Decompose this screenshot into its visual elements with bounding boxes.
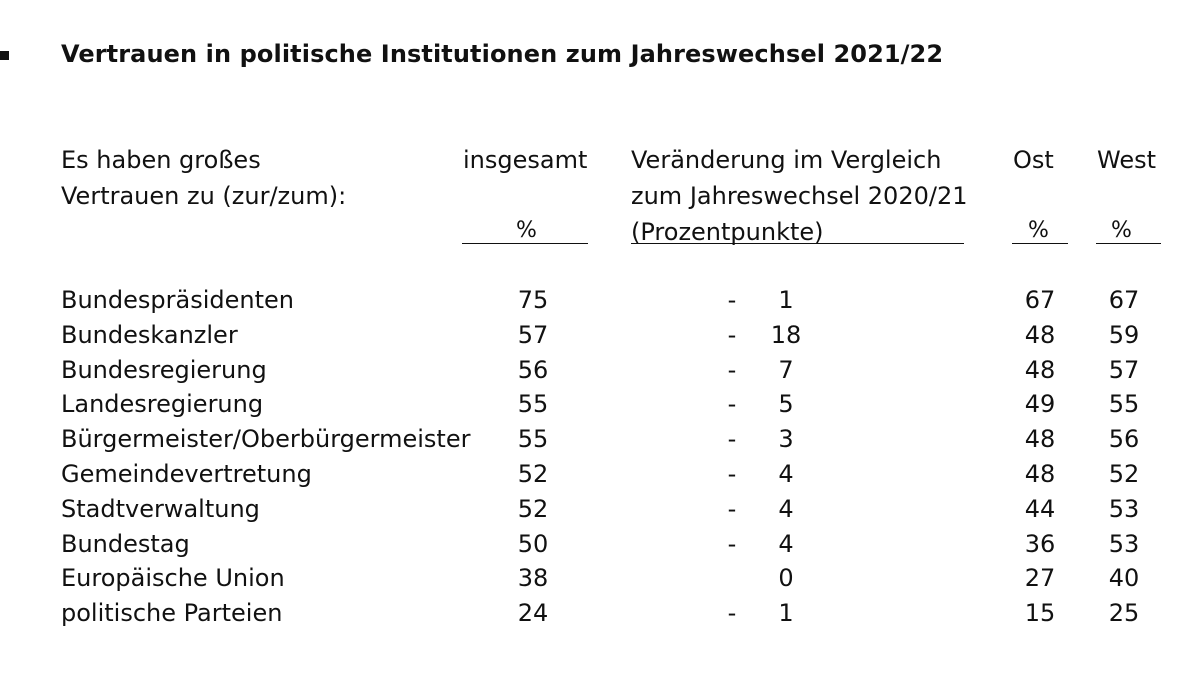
row-east: 48 [1024, 425, 1056, 454]
table-row: Bundestag 50 - 4 36 53 [0, 527, 1200, 562]
row-east: 27 [1024, 564, 1056, 593]
row-label: Bundesregierung [61, 355, 267, 384]
row-change-sign: - [727, 390, 737, 419]
row-label: Bundeskanzler [61, 320, 238, 349]
header-west-label: West [1097, 146, 1157, 174]
row-label: Gemeindevertretung [61, 459, 312, 488]
row-west: 40 [1108, 564, 1140, 593]
row-total: 55 [517, 425, 549, 454]
row-east: 48 [1024, 355, 1056, 384]
row-east: 49 [1024, 390, 1056, 419]
row-west: 52 [1108, 459, 1140, 488]
row-change-sign: - [727, 529, 737, 558]
row-label: politische Parteien [61, 599, 283, 628]
header-rule-west [1096, 243, 1161, 244]
header-east: Ost [1013, 142, 1054, 178]
row-total: 75 [517, 286, 549, 314]
header-west: West [1097, 142, 1156, 178]
header-change-line: zum Jahreswechsel 2020/21 [631, 182, 968, 210]
row-change-sign: - [727, 459, 737, 488]
table-row: Bürgermeister/Oberbürgermeister 55 - 3 48 56 [0, 422, 1200, 457]
row-total: 55 [517, 390, 549, 419]
row-total: 38 [517, 564, 549, 593]
row-label: Stadtverwaltung [61, 494, 260, 523]
row-change: 5 [778, 390, 794, 419]
bullet-marker [0, 51, 9, 60]
header-change-line: (Prozentpunkte) [631, 218, 824, 246]
table-row: Bundespräsidenten 75 - 1 67 67 [0, 283, 1200, 318]
row-east: 44 [1024, 494, 1056, 523]
row-east: 36 [1024, 529, 1056, 558]
unit-total: % [516, 218, 537, 243]
header-institution-line: Vertrauen zu (zur/zum): [61, 182, 347, 210]
header-rule-total [462, 243, 588, 244]
row-total: 50 [517, 529, 549, 558]
row-label: Europäische Union [61, 564, 285, 593]
row-change: 1 [778, 286, 794, 314]
header-change: Veränderung im Vergleich zum Jahreswechs… [631, 142, 968, 250]
header-total-label: insgesamt [463, 146, 588, 174]
row-east: 67 [1024, 286, 1056, 314]
row-change: 4 [778, 494, 794, 523]
header-rule-change [631, 243, 964, 244]
row-east: 48 [1024, 459, 1056, 488]
row-change: 4 [778, 529, 794, 558]
row-west: 25 [1108, 599, 1140, 628]
row-change: 4 [778, 459, 794, 488]
row-west: 56 [1108, 425, 1140, 454]
row-change-sign: - [727, 320, 737, 349]
table-row: Landesregierung 55 - 5 49 55 [0, 387, 1200, 422]
row-change-sign: - [727, 355, 737, 384]
table-row: Bundeskanzler 57 - 18 48 59 [0, 318, 1200, 353]
row-west: 53 [1108, 494, 1140, 523]
row-total: 57 [517, 320, 549, 349]
row-label: Bürgermeister/Oberbürgermeister [61, 425, 471, 454]
row-change-sign: - [727, 599, 737, 628]
header-rule-east [1012, 243, 1068, 244]
row-change-sign: - [727, 494, 737, 523]
row-west: 53 [1108, 529, 1140, 558]
table-row: politische Parteien 24 - 1 15 25 [0, 596, 1200, 631]
table-row: Europäische Union 38 0 27 40 [0, 561, 1200, 596]
row-west: 55 [1108, 390, 1140, 419]
header-institution: Es haben großes Vertrauen zu (zur/zum): [61, 142, 346, 214]
row-east: 48 [1024, 320, 1056, 349]
row-change: 1 [778, 599, 794, 628]
row-change: 3 [778, 425, 794, 454]
row-label: Bundestag [61, 529, 190, 558]
row-west: 57 [1108, 355, 1140, 384]
table-row: Bundesregierung 56 - 7 48 57 [0, 353, 1200, 388]
row-change: 18 [770, 320, 802, 349]
header-east-label: Ost [1013, 146, 1054, 174]
row-east: 15 [1024, 599, 1056, 628]
row-total: 24 [517, 599, 549, 628]
row-total: 52 [517, 459, 549, 488]
page-title: Vertrauen in politische Institutionen zu… [61, 40, 944, 68]
row-change: 7 [778, 355, 794, 384]
row-west: 59 [1108, 320, 1140, 349]
header-total: insgesamt [463, 142, 587, 178]
row-total: 52 [517, 494, 549, 523]
row-label: Landesregierung [61, 390, 264, 419]
row-west: 67 [1108, 286, 1140, 314]
unit-west: % [1111, 218, 1132, 243]
row-change: 0 [778, 564, 794, 593]
row-label: Bundespräsidenten [61, 286, 294, 314]
table-row: Stadtverwaltung 52-4 44 53 [0, 492, 1200, 527]
unit-east: % [1028, 218, 1049, 243]
row-change-sign: - [727, 286, 737, 314]
row-change-sign: - [727, 425, 737, 454]
header-change-line: Veränderung im Vergleich [631, 146, 942, 174]
header-institution-line: Es haben großes [61, 146, 261, 174]
row-total: 56 [517, 355, 549, 384]
table-row: Gemeindevertretung 52 - 4 48 52 [0, 457, 1200, 492]
data-table: Bundespräsidenten 75-1 67 67 Bundeskanzler 57… [0, 283, 1200, 631]
